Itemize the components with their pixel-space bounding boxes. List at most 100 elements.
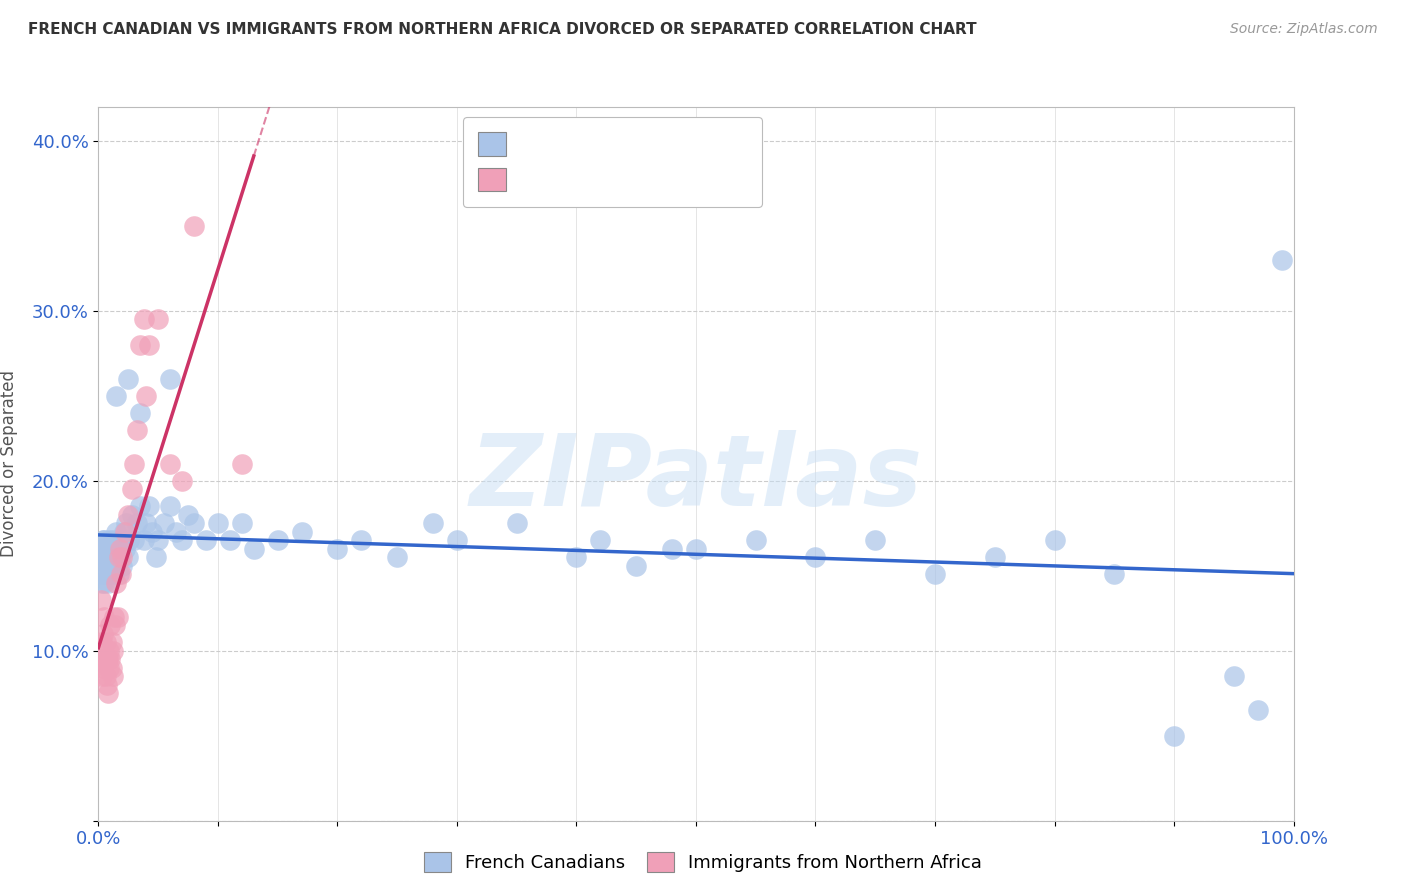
Point: [1222, 669, 1246, 683]
Point: [104, 618, 127, 632]
Point: [107, 541, 129, 556]
Point: [91, 575, 114, 590]
Point: [148, 312, 170, 326]
Point: [565, 550, 588, 565]
Point: [326, 541, 349, 556]
Point: [121, 508, 143, 522]
Point: [118, 533, 141, 548]
Point: [129, 406, 152, 420]
Point: [243, 541, 266, 556]
Point: [90, 592, 112, 607]
Point: [125, 423, 148, 437]
Text: Source: ZipAtlas.com: Source: ZipAtlas.com: [1230, 22, 1378, 37]
Point: [96, 652, 118, 666]
Point: [129, 338, 152, 352]
Point: [117, 372, 139, 386]
Point: [117, 550, 139, 565]
Point: [172, 474, 194, 488]
Point: [98, 558, 121, 573]
Text: R =: R =: [475, 172, 517, 192]
Point: [685, 541, 707, 556]
Text: N =: N =: [589, 172, 644, 192]
Point: [90, 652, 112, 666]
Point: [107, 567, 129, 582]
Point: [165, 524, 187, 539]
Point: [148, 533, 170, 548]
Point: [103, 609, 125, 624]
Point: [103, 541, 125, 556]
Point: [100, 558, 122, 573]
Point: [267, 533, 290, 548]
Point: [804, 550, 827, 565]
Point: [96, 550, 118, 565]
Point: [183, 219, 205, 233]
Text: 86: 86: [644, 132, 672, 151]
Point: [141, 524, 163, 539]
Point: [745, 533, 768, 548]
Point: [183, 516, 205, 531]
Point: [98, 652, 122, 666]
Point: [91, 533, 114, 548]
Point: [97, 686, 120, 700]
Point: [385, 550, 409, 565]
Text: N =: N =: [589, 132, 644, 151]
Y-axis label: Divorced or Separated: Divorced or Separated: [0, 370, 18, 558]
Point: [661, 541, 683, 556]
Legend:                                     ,                                     : ,: [463, 117, 762, 207]
Point: [1043, 533, 1066, 548]
Point: [94, 558, 117, 573]
Point: [93, 533, 115, 548]
Point: [153, 516, 176, 531]
Point: [108, 550, 131, 565]
Point: [96, 678, 118, 692]
Point: [172, 533, 194, 548]
Point: [103, 567, 125, 582]
Point: [98, 567, 122, 582]
Point: [132, 533, 155, 548]
Point: [135, 389, 157, 403]
Text: 0.112: 0.112: [531, 132, 593, 151]
Text: FRENCH CANADIAN VS IMMIGRANTS FROM NORTHERN AFRICA DIVORCED OR SEPARATED CORRELA: FRENCH CANADIAN VS IMMIGRANTS FROM NORTH…: [28, 22, 977, 37]
Point: [105, 389, 128, 403]
Point: [90, 550, 112, 565]
Point: [124, 457, 146, 471]
Point: [108, 541, 131, 556]
Point: [159, 372, 181, 386]
Point: [110, 533, 132, 548]
Point: [91, 626, 114, 640]
Point: [98, 644, 121, 658]
Point: [94, 669, 117, 683]
Point: [96, 567, 118, 582]
Point: [105, 575, 128, 590]
Point: [97, 541, 120, 556]
Point: [114, 524, 136, 539]
Point: [135, 516, 157, 531]
Point: [506, 516, 529, 531]
Point: [219, 533, 242, 548]
Point: [91, 567, 114, 582]
Point: [91, 661, 114, 675]
Point: [98, 533, 121, 548]
Point: [104, 558, 127, 573]
Point: [105, 524, 128, 539]
Point: [98, 550, 122, 565]
Point: [93, 550, 115, 565]
Text: ZIPatlas: ZIPatlas: [470, 430, 922, 526]
Point: [125, 516, 148, 531]
Point: [138, 500, 160, 514]
Point: [117, 508, 139, 522]
Point: [115, 516, 138, 531]
Point: [422, 516, 444, 531]
Point: [1102, 567, 1125, 582]
Point: [207, 516, 229, 531]
Point: [129, 500, 152, 514]
Point: [159, 500, 181, 514]
Text: 44: 44: [644, 172, 672, 192]
Point: [231, 516, 253, 531]
Point: [145, 550, 167, 565]
Point: [111, 558, 134, 573]
Point: [114, 541, 136, 556]
Point: [159, 457, 181, 471]
Point: [1271, 252, 1294, 267]
Point: [100, 541, 122, 556]
